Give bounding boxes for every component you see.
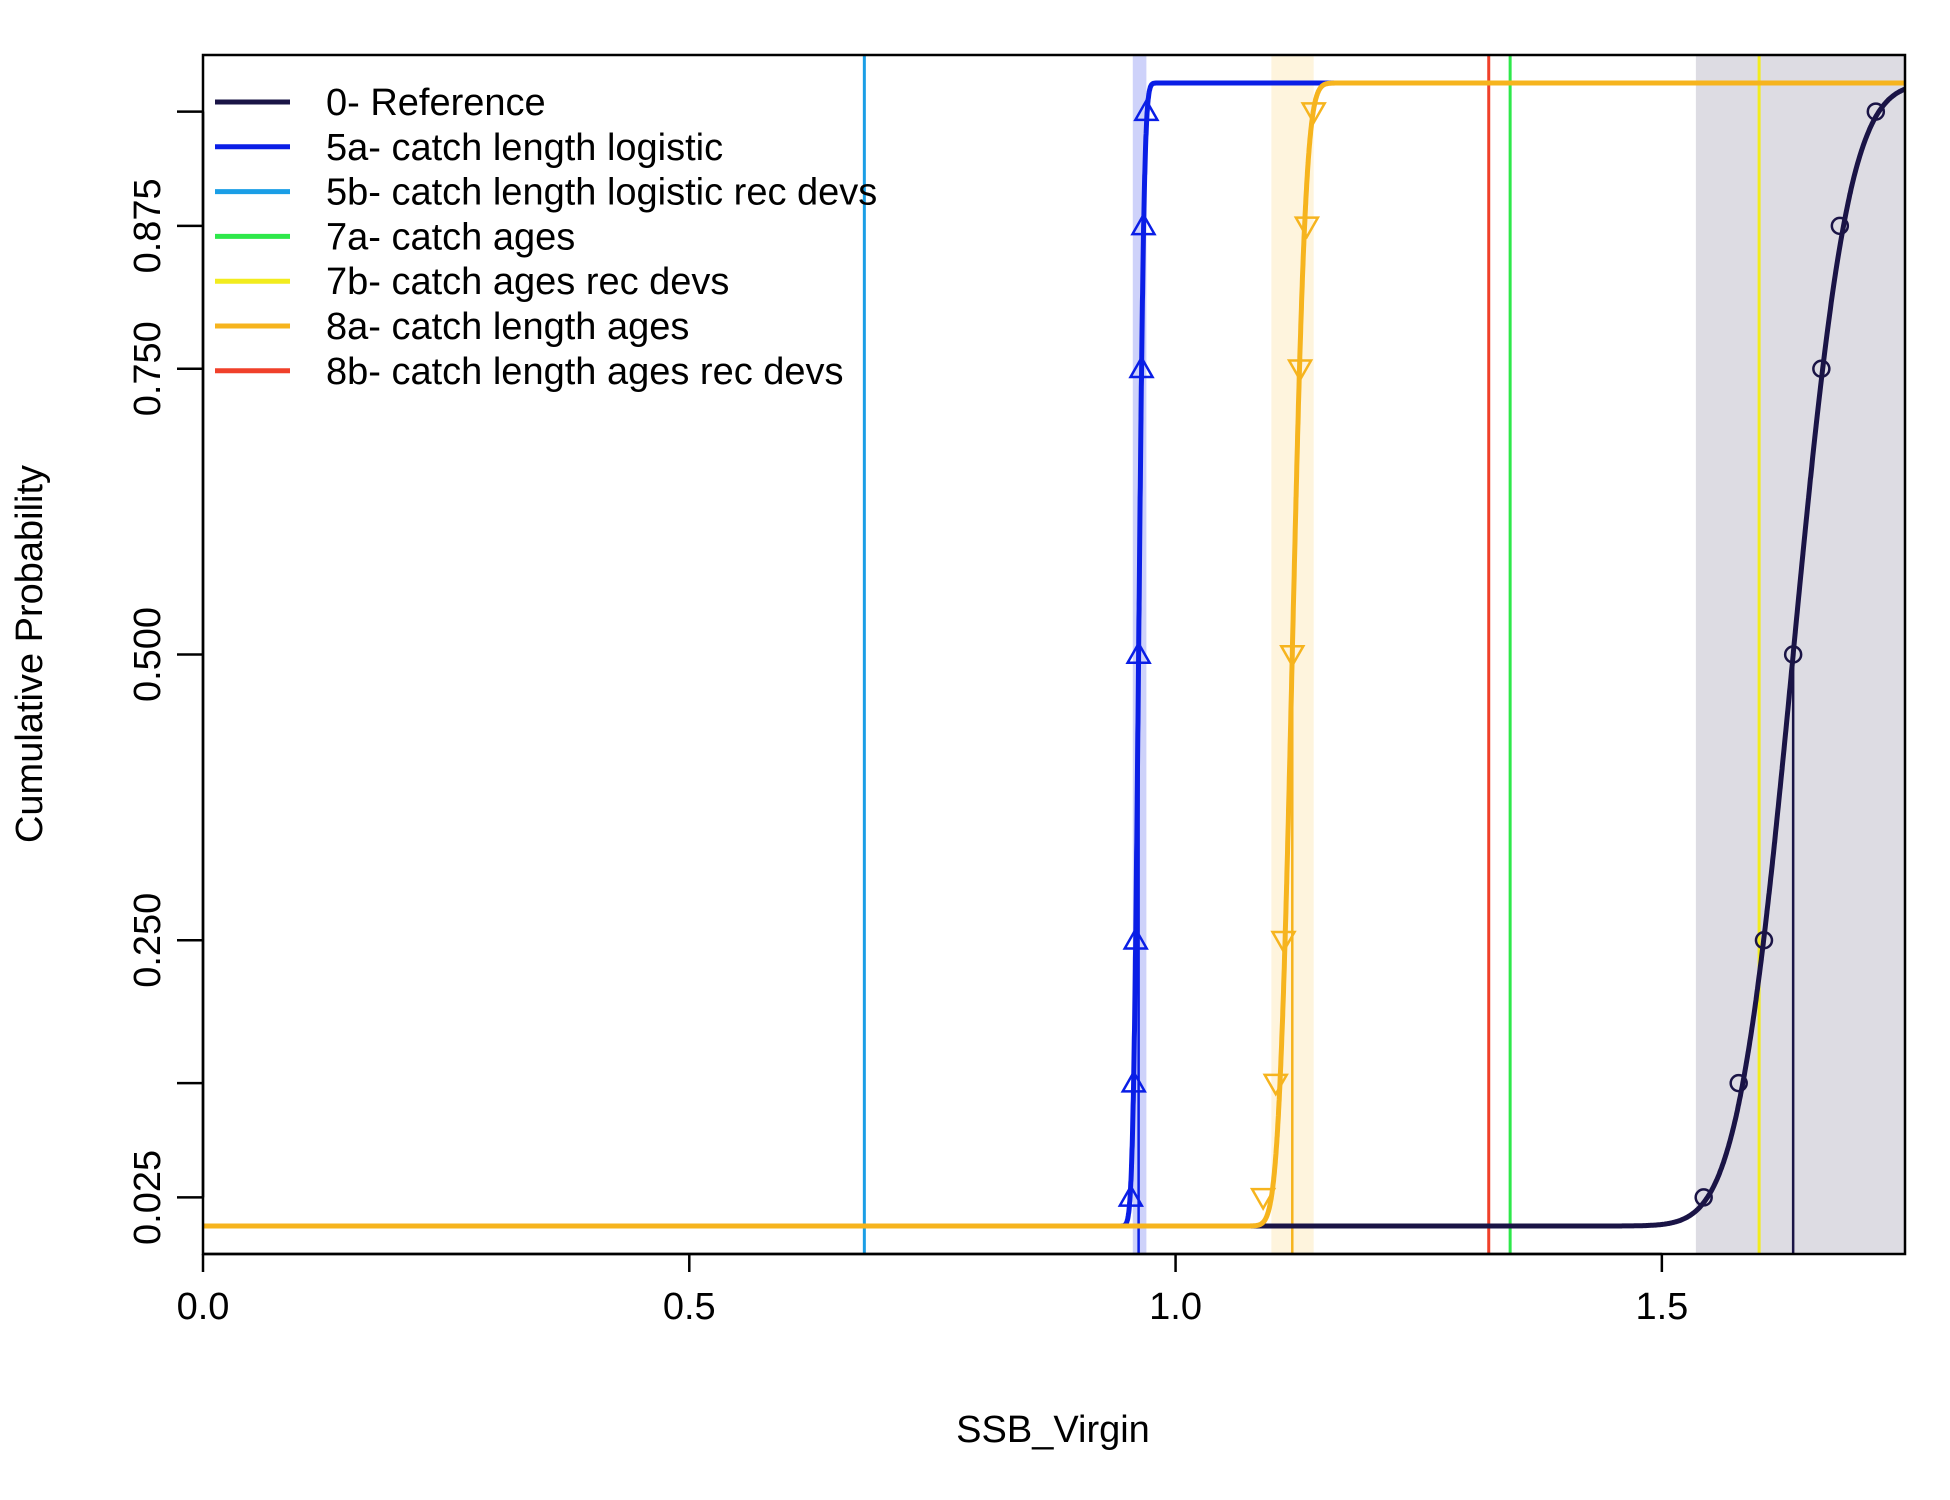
marker-5-4 [1286, 359, 1314, 383]
legend-label-5: 8a- catch length ages [326, 306, 689, 348]
uncertainty-shading-layer [1132, 55, 1905, 1254]
y-tick-label-4: 0.750 [127, 321, 169, 416]
marker-0-5 [1830, 216, 1850, 236]
marker-5-1 [1262, 1073, 1289, 1097]
y-tick-label-2: 0.250 [127, 893, 169, 988]
legend-label-1: 5a- catch length logistic [326, 127, 723, 169]
marker-0-1 [1729, 1073, 1748, 1093]
marker-5-3 [1279, 645, 1306, 669]
marker-1-5 [1130, 212, 1157, 236]
marker-5-6 [1300, 102, 1327, 126]
x-tick-label-1: 0.5 [663, 1286, 716, 1328]
marker-5-0 [1249, 1187, 1277, 1211]
markers-layer [1117, 98, 1886, 1211]
marker-1-0 [1117, 1183, 1144, 1207]
legend-label-2: 5b- catch length logistic rec devs [326, 172, 877, 214]
marker-0-3 [1783, 645, 1803, 664]
cdf-curve-5 [203, 80, 1905, 1229]
marker-1-3 [1125, 640, 1152, 664]
x-tick-label-0: 0.0 [177, 1286, 230, 1328]
plot-frame [201, 53, 1907, 1256]
x-axis-title: SSB_Virgin [956, 1409, 1150, 1451]
y-axis-title: Cumulative Probability [9, 465, 51, 843]
reference-lines-layer [862, 55, 1795, 1254]
marker-0-2 [1754, 931, 1774, 950]
legend-label-3: 7a- catch ages [326, 216, 575, 258]
marker-1-4 [1128, 355, 1155, 379]
marker-5-5 [1293, 216, 1321, 240]
marker-0-6 [1866, 102, 1886, 121]
marker-1-2 [1122, 926, 1149, 950]
marker-0-4 [1812, 359, 1831, 378]
y-tick-label-0: 0.025 [127, 1150, 169, 1245]
y-tick-label-3: 0.500 [127, 607, 169, 702]
legend-label-6: 8b- catch length ages rec devs [326, 351, 844, 393]
legend-label-4: 7b- catch ages rec devs [326, 261, 729, 303]
x-tick-label-3: 1.5 [1635, 1286, 1688, 1328]
marker-0-0 [1694, 1188, 1713, 1207]
legend-label-0: 0- Reference [326, 82, 546, 124]
y-tick-label-5: 0.875 [127, 178, 169, 273]
cdf-curves-layer [203, 80, 1905, 1229]
marker-1-6 [1133, 98, 1160, 122]
marker-5-2 [1270, 930, 1297, 954]
marker-1-1 [1120, 1069, 1147, 1093]
x-tick-label-2: 1.0 [1149, 1286, 1202, 1328]
